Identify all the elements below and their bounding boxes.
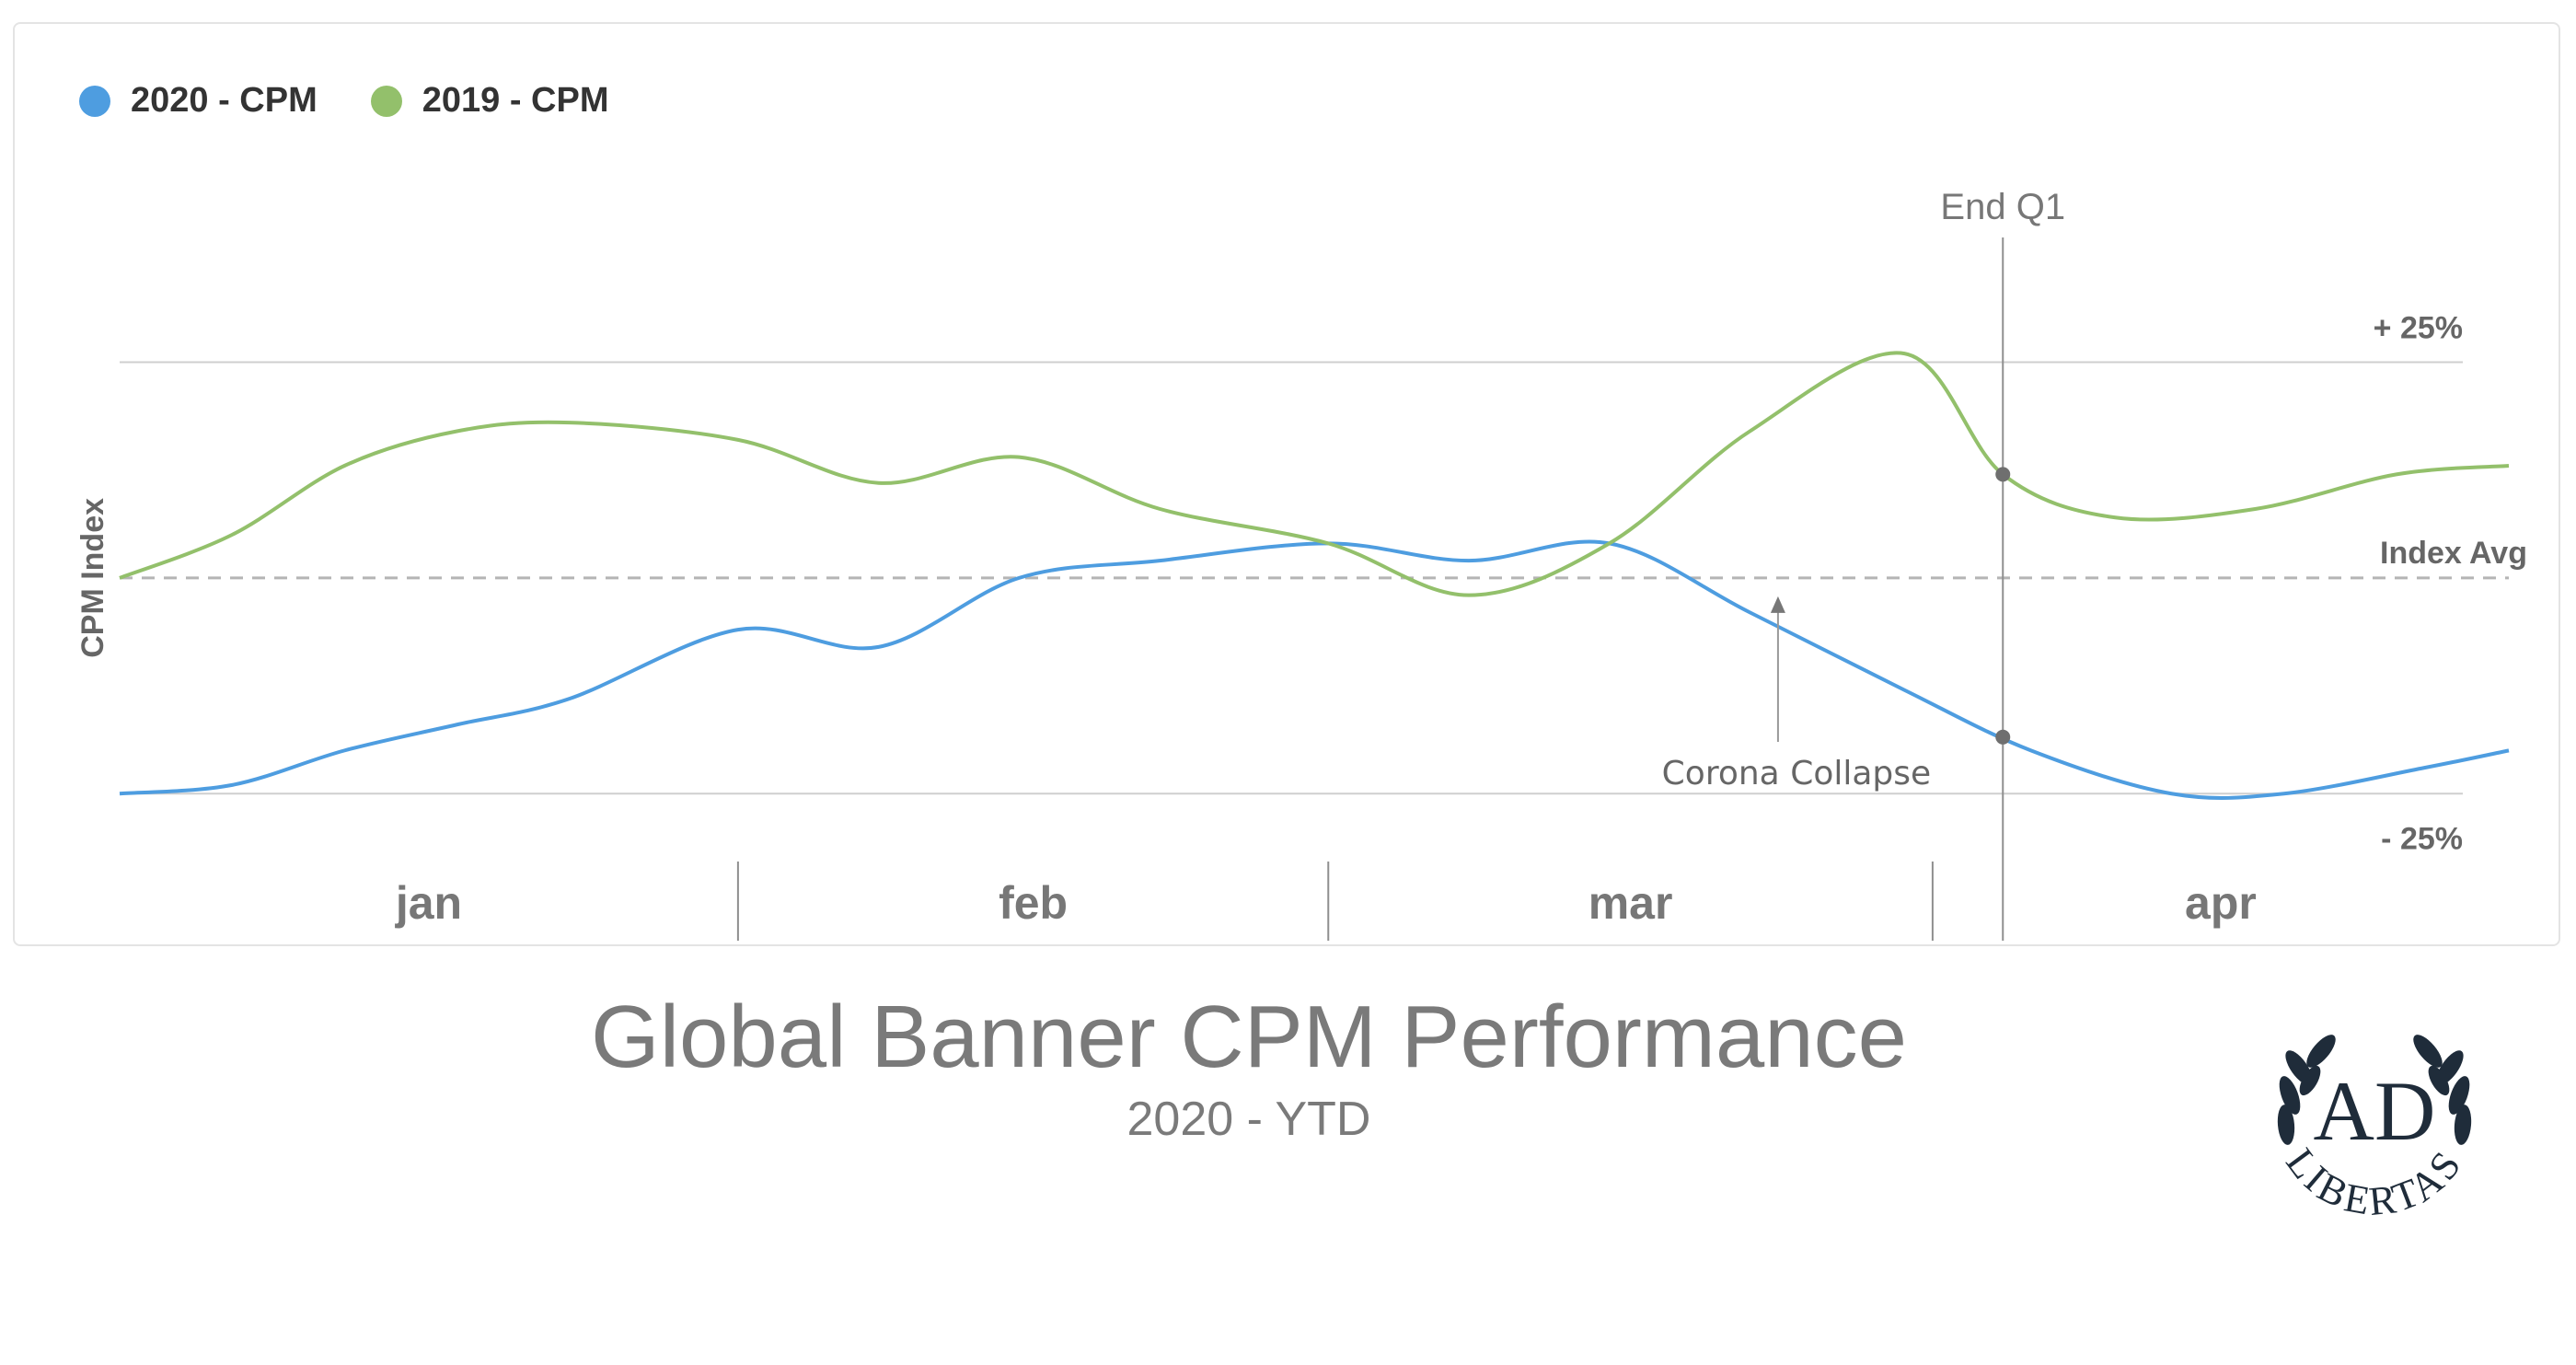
chart-card: CPM Index + 25% Index Avg - 25% jan feb mar ap… [13,22,2560,946]
reference-label-25: - 25% [2381,821,2463,856]
y-axis-label: CPM Index [75,498,110,658]
legend-label-2020: 2020 - CPM [131,81,318,120]
annotation-label-corona-collapse: Corona Collapse [1662,755,1932,792]
legend: 2020 - CPM 2019 - CPM [79,81,609,121]
brand-logo: AD LIBERTAS [2277,1035,2472,1224]
legend-label-2019: 2019 - CPM [422,81,609,120]
chart-plot: CPM Index + 25% Index Avg - 25% jan feb mar ap… [75,187,2527,941]
x-tick-label-feb: feb [999,877,1068,929]
legend-item-2019[interactable]: 2019 - CPM [370,81,609,121]
reference-label-index-avg: Index Avg [2380,536,2527,571]
page-subtitle: 2020 - YTD [1126,1093,1371,1146]
brand-logo-top: AD [2314,1064,2436,1158]
annotation-point-2019-cpm [1995,467,2011,482]
x-tick-label-mar: mar [1588,877,1673,929]
x-tick-label-jan: jan [395,877,462,929]
reference-label-25: + 25% [2374,311,2463,346]
legend-dot-2020 [79,85,110,117]
annotation-point-2020-cpm [1995,729,2011,745]
legend-dot-2019 [370,85,402,117]
annotation-arrowhead-corona-collapse [1770,596,1785,613]
series-line-2019-cpm [119,351,2510,597]
legend-item-2020[interactable]: 2020 - CPM [79,81,318,121]
annotation-label-end-q1: End Q1 [1940,187,2065,227]
laurel-icon [2277,1035,2472,1145]
series-line-2020-cpm [119,539,2510,800]
page-title: Global Banner CPM Performance [591,988,1907,1086]
x-tick-label-apr: apr [2185,877,2257,929]
